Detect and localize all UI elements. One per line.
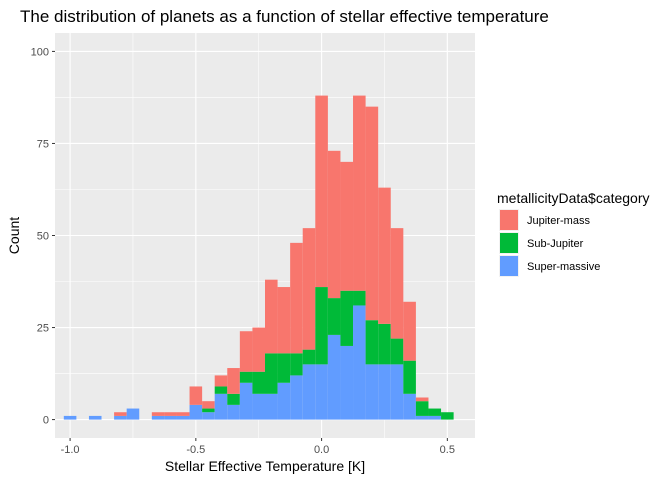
bar-sub-jupiter — [214, 386, 228, 394]
bar-super-massive — [176, 415, 190, 420]
legend-swatch — [500, 233, 518, 253]
bar-sub-jupiter — [365, 320, 379, 365]
x-tick-label: -1.0 — [61, 444, 80, 456]
bar-sub-jupiter — [252, 371, 265, 394]
bar-sub-jupiter — [202, 408, 215, 413]
bar-sub-jupiter — [378, 323, 391, 365]
legend-label: Super-massive — [527, 261, 600, 273]
bar-super-massive — [214, 393, 228, 420]
bar-jupiter-mass — [315, 95, 328, 288]
legend-label: Jupiter-mass — [527, 215, 590, 227]
bar-jupiter-mass — [164, 412, 177, 416]
bar-jupiter-mass — [239, 331, 253, 372]
y-tick-label: 25 — [37, 323, 49, 335]
bar-sub-jupiter — [239, 371, 253, 383]
bar-super-massive — [239, 382, 253, 420]
bar-sub-jupiter — [390, 338, 404, 365]
bar-jupiter-mass — [415, 397, 429, 402]
bar-super-massive — [63, 415, 77, 420]
bar-super-massive — [202, 412, 215, 420]
x-axis-ticks: -1.0 -0.5 0.0 0.5 — [61, 438, 455, 456]
bar-sub-jupiter — [227, 393, 240, 405]
bar-super-massive — [315, 364, 328, 420]
bar-super-massive — [277, 382, 291, 420]
y-tick-label: 100 — [31, 46, 49, 58]
bar-sub-jupiter — [428, 408, 442, 416]
bar-super-massive — [189, 404, 203, 420]
bar-jupiter-mass — [277, 287, 291, 354]
bar-super-massive — [290, 375, 303, 420]
bar-jupiter-mass — [302, 228, 316, 350]
x-tick-label: 0.0 — [314, 444, 329, 456]
x-axis-title: Stellar Effective Temperature [K] — [165, 458, 365, 474]
bar-jupiter-mass — [265, 279, 278, 354]
y-axis-title: Count — [6, 217, 22, 254]
legend-label: Sub-Jupiter — [527, 238, 584, 250]
bar-jupiter-mass — [403, 301, 416, 361]
bar-sub-jupiter — [265, 353, 278, 394]
bar-super-massive — [114, 415, 127, 420]
bar-jupiter-mass — [227, 368, 240, 394]
bar-super-massive — [151, 415, 165, 420]
bar-super-massive — [227, 404, 240, 420]
bar-super-massive — [164, 415, 177, 420]
bar-super-massive — [302, 364, 316, 420]
bar-super-massive — [340, 345, 354, 420]
bar-jupiter-mass — [290, 242, 303, 354]
y-tick-label: 50 — [37, 231, 49, 243]
bar-jupiter-mass — [214, 375, 228, 387]
chart-title: The distribution of planets as a functio… — [20, 7, 549, 26]
bar-jupiter-mass — [252, 327, 265, 372]
bar-jupiter-mass — [176, 412, 190, 416]
bar-jupiter-mass — [365, 106, 379, 321]
bar-sub-jupiter — [277, 353, 291, 383]
bar-super-massive — [428, 415, 442, 420]
histogram-bars — [63, 95, 454, 420]
y-tick-label: 75 — [37, 138, 49, 150]
bar-sub-jupiter — [327, 298, 341, 335]
legend-title: metallicityData$category — [497, 190, 650, 206]
bar-super-massive — [126, 408, 140, 420]
y-tick-label: 0 — [43, 415, 49, 427]
bar-sub-jupiter — [302, 349, 316, 365]
bar-jupiter-mass — [114, 412, 127, 416]
legend-swatch — [500, 210, 518, 230]
bar-super-massive — [415, 415, 429, 420]
bar-super-massive — [265, 393, 278, 420]
bar-jupiter-mass — [151, 412, 165, 416]
y-axis-ticks: 0 25 50 75 100 — [31, 46, 55, 427]
bar-jupiter-mass — [378, 187, 391, 324]
bar-jupiter-mass — [202, 401, 215, 409]
bar-sub-jupiter — [290, 353, 303, 376]
bar-sub-jupiter — [403, 360, 416, 394]
bar-sub-jupiter — [315, 287, 328, 365]
legend-swatch — [500, 256, 518, 276]
bar-super-massive — [403, 393, 416, 420]
bar-sub-jupiter — [353, 290, 366, 306]
bar-jupiter-mass — [189, 386, 203, 405]
bar-sub-jupiter — [415, 401, 429, 416]
bar-jupiter-mass — [353, 95, 366, 291]
bar-sub-jupiter — [441, 412, 454, 420]
bar-super-massive — [88, 415, 102, 420]
x-tick-label: 0.5 — [440, 444, 455, 456]
bar-super-massive — [390, 364, 404, 420]
bar-super-massive — [252, 393, 265, 420]
bar-jupiter-mass — [327, 150, 341, 299]
bar-jupiter-mass — [340, 161, 354, 291]
legend: metallicityData$category Jupiter-mass Sub… — [497, 190, 650, 277]
bar-super-massive — [378, 364, 391, 420]
bar-super-massive — [365, 364, 379, 420]
bar-sub-jupiter — [340, 290, 354, 346]
bar-jupiter-mass — [390, 228, 404, 339]
x-tick-label: -0.5 — [186, 444, 205, 456]
bar-super-massive — [353, 305, 366, 420]
bar-super-massive — [327, 334, 341, 420]
